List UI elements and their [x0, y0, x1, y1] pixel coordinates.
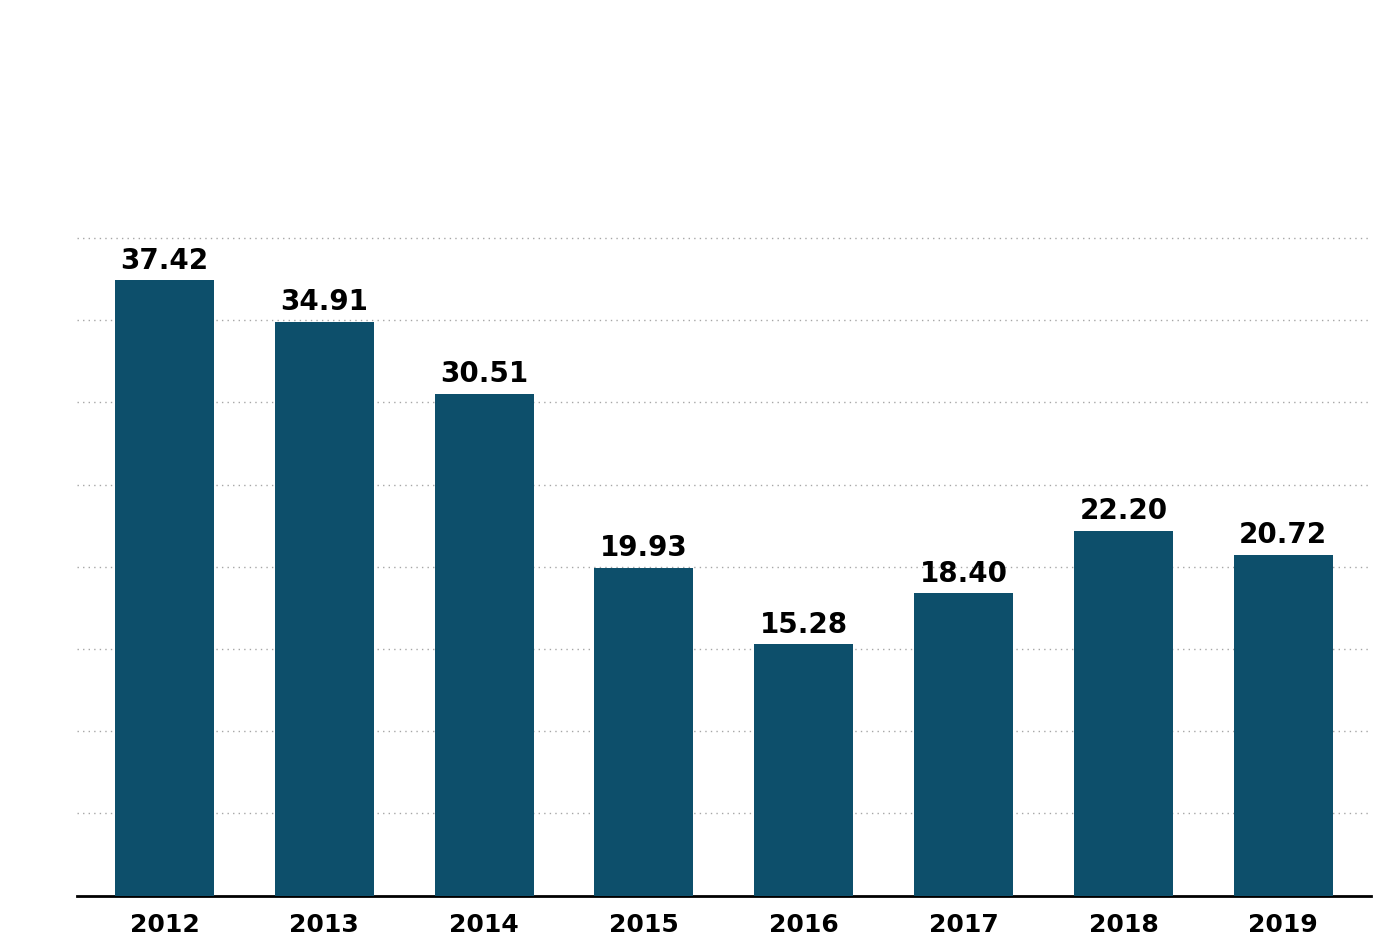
- Text: 30.51: 30.51: [440, 360, 528, 388]
- Text: 18.40: 18.40: [920, 559, 1008, 587]
- Text: 22.20: 22.20: [1079, 497, 1168, 524]
- Bar: [1233, 555, 1332, 896]
- Text: 20.72: 20.72: [1239, 521, 1328, 548]
- Text: (gas, crudo, carbón, minerales) como % PIB. Fuente: BM: (gas, crudo, carbón, minerales) como % P…: [100, 135, 1292, 172]
- Bar: [274, 322, 374, 896]
- Bar: [434, 395, 533, 896]
- Bar: [915, 593, 1013, 896]
- Bar: [1073, 531, 1173, 896]
- Text: 37.42: 37.42: [120, 246, 209, 274]
- Text: 15.28: 15.28: [760, 610, 848, 638]
- Bar: [594, 568, 693, 896]
- Text: Qatar: Ingresos por recursos naturales: Qatar: Ingresos por recursos naturales: [285, 59, 1107, 95]
- Bar: [116, 281, 214, 896]
- Bar: [754, 645, 853, 896]
- Text: 34.91: 34.91: [280, 288, 369, 315]
- Text: 19.93: 19.93: [600, 534, 688, 562]
